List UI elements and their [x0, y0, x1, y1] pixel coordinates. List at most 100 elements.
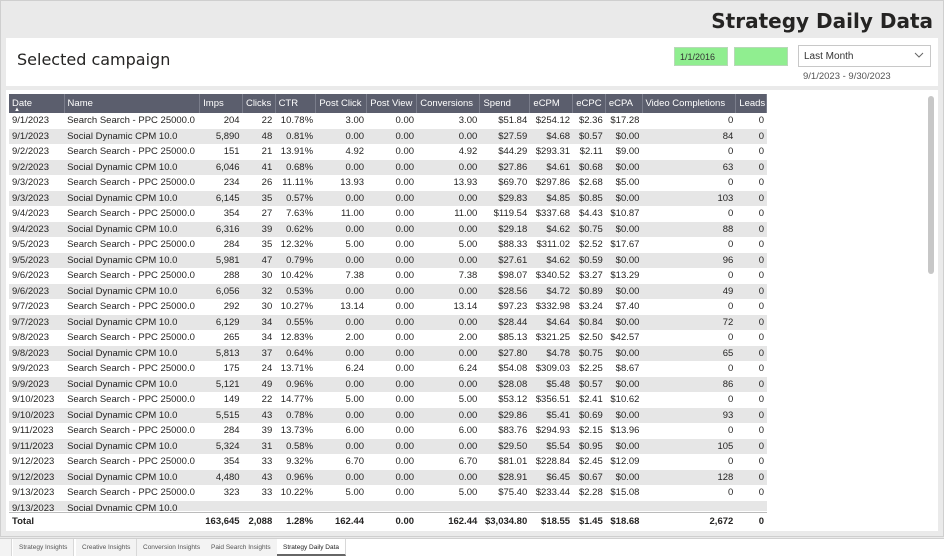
column-header-name[interactable]: Name [64, 94, 201, 113]
table-row[interactable]: 9/4/2023 Social Dynamic CPM 10.0 6,316 39 0.… [9, 221, 767, 237]
table-row[interactable]: 9/5/2023 Search Search - PPC 25000.0 284 35… [9, 237, 767, 253]
cell-clicks: 24 [242, 361, 276, 377]
tab-conversion-insights[interactable]: Conversion Insights [137, 539, 208, 556]
table-row[interactable]: 9/12/2023 Social Dynamic CPM 10.0 4,480 43 0… [9, 469, 767, 485]
table-row[interactable]: 9/1/2023 Social Dynamic CPM 10.0 5,890 48 0.… [9, 128, 767, 144]
column-header-ecpa[interactable]: eCPA [605, 94, 643, 113]
cell-clicks: 22 [242, 113, 276, 129]
table-row[interactable]: 9/10/2023 Search Search - PPC 25000.0 149 2… [9, 392, 767, 408]
cell-date: 9/4/2023 [9, 206, 65, 222]
cell-ecpa: $8.67 [605, 361, 643, 377]
cell-conversions: 5.00 [417, 392, 481, 408]
cell-leads: 0 [736, 237, 767, 253]
column-header-date[interactable]: Date ▲ [9, 94, 65, 113]
table-row[interactable]: 9/6/2023 Social Dynamic CPM 10.0 6,056 32 0.… [9, 283, 767, 299]
total-row: Total 163,645 2,088 1.28% 162.44 0.00 162.44 $3… [9, 512, 767, 530]
vertical-scrollbar[interactable] [928, 96, 934, 274]
cell-clicks: 33 [242, 485, 276, 501]
cell-ecpc: $2.36 [573, 113, 606, 129]
table-row[interactable]: 9/7/2023 Search Search - PPC 25000.0 292 30… [9, 299, 767, 315]
cell-ctr: 0.96% [275, 376, 317, 392]
cell-name: Social Dynamic CPM 10.0 [64, 500, 200, 511]
cell-leads: 0 [736, 221, 767, 237]
column-header-post-click[interactable]: Post Click [315, 94, 368, 113]
tab-scroll-left[interactable] [0, 539, 12, 556]
cell-post-view: 0.00 [367, 113, 418, 129]
table-row[interactable]: 9/13/2023 Search Search - PPC 25000.0 323 3… [9, 485, 767, 501]
cell-ctr: 7.63% [275, 206, 317, 222]
start-date-input[interactable]: 1/1/2016 [674, 47, 728, 66]
cell-spend: $27.80 [480, 345, 531, 361]
table-row[interactable]: 9/2/2023 Search Search - PPC 25000.0 151 21… [9, 144, 767, 160]
cell-name: Social Dynamic CPM 10.0 [64, 438, 200, 454]
column-header-clicks[interactable]: Clicks [242, 94, 276, 113]
cell-ecpa: $0.00 [605, 252, 643, 268]
cell-video-completions: 0 [642, 175, 737, 191]
cell-ctr: 14.77% [275, 392, 317, 408]
cell-name: Search Search - PPC 25000.0 [64, 175, 200, 191]
cell-imps: 204 [199, 113, 243, 129]
column-header-spend[interactable]: Spend [479, 94, 531, 113]
total-ecpc: $1.45 [573, 513, 606, 530]
cell-ctr: 0.62% [275, 221, 317, 237]
table-row[interactable]: 9/11/2023 Social Dynamic CPM 10.0 5,324 31 0… [9, 438, 767, 454]
cell-ctr: 10.78% [275, 113, 317, 129]
column-header-ecpm[interactable]: eCPM [529, 94, 574, 113]
table-row[interactable]: 9/13/2023 Social Dynamic CPM 10.0 [9, 500, 767, 511]
tab-creative-insights[interactable]: Creative Insights [76, 539, 138, 556]
cell-leads: 0 [736, 268, 767, 284]
tab-strategy-insights[interactable]: Strategy Insights [13, 539, 75, 556]
cell-clicks: 41 [242, 159, 276, 175]
data-table: 9/1/2023 Search Search - PPC 25000.0 204 22… [9, 113, 767, 511]
table-row[interactable]: 9/2/2023 Social Dynamic CPM 10.0 6,046 41 0.… [9, 159, 767, 175]
cell-ctr: 0.78% [275, 407, 317, 423]
tab-paid-search-insights[interactable]: Paid Search Insights [205, 539, 278, 556]
cell-spend: $44.29 [480, 144, 531, 160]
table-body-scroll[interactable]: 9/1/2023 Search Search - PPC 25000.0 204 22… [9, 113, 767, 511]
table-row[interactable]: 9/4/2023 Search Search - PPC 25000.0 354 27… [9, 206, 767, 222]
cell-video-completions: 0 [642, 144, 737, 160]
cell-post-view: 0.00 [367, 128, 418, 144]
cell-ecpc: $2.41 [573, 392, 606, 408]
table-row[interactable]: 9/8/2023 Search Search - PPC 25000.0 265 34… [9, 330, 767, 346]
table-row[interactable]: 9/7/2023 Social Dynamic CPM 10.0 6,129 34 0.… [9, 314, 767, 330]
table-row[interactable]: 9/10/2023 Social Dynamic CPM 10.0 5,515 43 0… [9, 407, 767, 423]
table-row[interactable]: 9/5/2023 Social Dynamic CPM 10.0 5,981 47 0.… [9, 252, 767, 268]
cell-conversions: 0.00 [417, 407, 481, 423]
column-header-conversions[interactable]: Conversions [416, 94, 481, 113]
column-header-post-view[interactable]: Post View [366, 94, 418, 113]
cell-ecpa: $0.00 [605, 128, 643, 144]
cell-ctr: 10.27% [275, 299, 317, 315]
cell-post-view: 0.00 [367, 159, 418, 175]
cell-post-click: 0.00 [316, 438, 368, 454]
cell-video-completions: 0 [642, 361, 737, 377]
table-row[interactable]: 9/3/2023 Search Search - PPC 25000.0 234 26… [9, 175, 767, 191]
cell-spend: $98.07 [480, 268, 531, 284]
table-row[interactable]: 9/11/2023 Search Search - PPC 25000.0 284 3… [9, 423, 767, 439]
cell-clicks: 47 [242, 252, 276, 268]
cell-post-click: 13.93 [316, 175, 368, 191]
table-row[interactable]: 9/9/2023 Search Search - PPC 25000.0 175 24… [9, 361, 767, 377]
cell-name: Social Dynamic CPM 10.0 [64, 128, 200, 144]
column-header-leads[interactable]: Leads [735, 94, 767, 113]
table-row[interactable]: 9/6/2023 Search Search - PPC 25000.0 288 30… [9, 268, 767, 284]
period-dropdown[interactable]: Last Month [798, 45, 931, 67]
tab-strategy-daily-data[interactable]: Strategy Daily Data [277, 539, 346, 556]
cell-ctr: 0.96% [275, 469, 317, 485]
table-row[interactable]: 9/3/2023 Social Dynamic CPM 10.0 6,145 35 0.… [9, 190, 767, 206]
cell-ecpc: $0.69 [573, 407, 606, 423]
column-header-imps[interactable]: Imps [199, 94, 243, 113]
column-header-video-completions[interactable]: Video Completions [642, 94, 737, 113]
cell-ecpm: $4.61 [530, 159, 574, 175]
table-row[interactable]: 9/12/2023 Search Search - PPC 25000.0 354 3… [9, 454, 767, 470]
column-header-ctr[interactable]: CTR [275, 94, 317, 113]
column-header-ecpc[interactable]: eCPC [572, 94, 606, 113]
end-date-input[interactable] [734, 47, 788, 66]
table-row[interactable]: 9/8/2023 Social Dynamic CPM 10.0 5,813 37 0.… [9, 345, 767, 361]
cell-clicks: 27 [242, 206, 276, 222]
table-row[interactable]: 9/1/2023 Search Search - PPC 25000.0 204 22… [9, 113, 767, 129]
cell-post-click: 11.00 [316, 206, 368, 222]
table-row[interactable]: 9/9/2023 Social Dynamic CPM 10.0 5,121 49 0.… [9, 376, 767, 392]
cell-conversions: 0.00 [417, 314, 481, 330]
cell-ecpc: $4.43 [573, 206, 606, 222]
